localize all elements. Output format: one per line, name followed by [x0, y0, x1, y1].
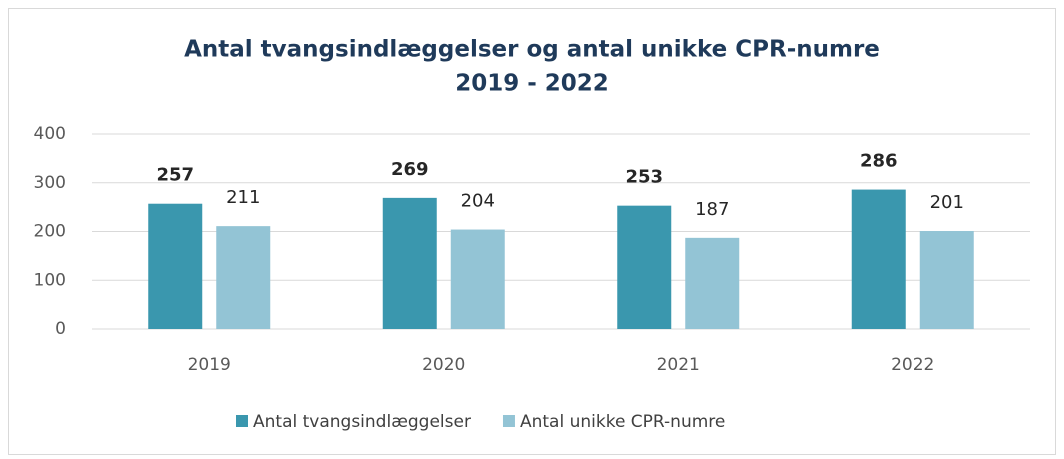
- legend-swatch: [502, 415, 515, 427]
- bar: [450, 229, 505, 329]
- x-tick-label: 2022: [891, 355, 934, 375]
- x-tick-label: 2020: [422, 355, 465, 375]
- data-label: 201: [930, 192, 964, 213]
- bar: [617, 205, 672, 329]
- legend-label: Antal tvangsindlæggelser: [253, 412, 471, 432]
- y-tick-label: 100: [34, 270, 66, 290]
- chart-title: Antal tvangsindlæggelser og antal unikke…: [184, 37, 880, 63]
- data-label: 187: [695, 199, 729, 220]
- data-label: 204: [461, 191, 495, 212]
- bar: [216, 226, 271, 329]
- bar: [851, 189, 906, 329]
- y-tick-label: 200: [34, 222, 66, 242]
- data-label: 269: [391, 159, 429, 180]
- y-tick-label: 300: [34, 173, 66, 193]
- bar: [382, 197, 437, 329]
- data-label: 253: [625, 167, 663, 188]
- x-tick-label: 2021: [657, 355, 700, 375]
- legend-swatch: [236, 415, 248, 427]
- x-tick-label: 2019: [188, 355, 231, 375]
- y-tick-label: 0: [55, 319, 66, 339]
- data-label: 257: [156, 165, 194, 186]
- data-label: 286: [860, 151, 898, 172]
- data-label: 211: [226, 187, 260, 208]
- bar: [148, 203, 203, 329]
- chart-subtitle: 2019 - 2022: [455, 71, 609, 97]
- bar: [919, 231, 974, 329]
- legend-label: Antal unikke CPR-numre: [520, 412, 725, 432]
- bar: [685, 237, 740, 329]
- y-tick-label: 400: [34, 124, 66, 144]
